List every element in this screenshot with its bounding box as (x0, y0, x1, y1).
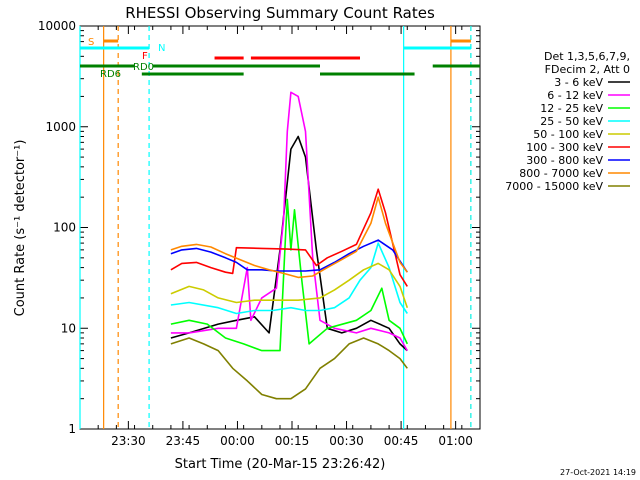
legend-header: Det 1,3,5,6,7,9, (544, 50, 630, 63)
series-line-7 (170, 196, 408, 279)
series-line-3 (170, 242, 408, 315)
x-axis: 23:30 23:45 00:00 00:15 00:30 00:45 01:00 (79, 26, 481, 448)
x-tick-label: 00:00 (220, 434, 255, 448)
legend-entry-label: 800 - 7000 keV (519, 167, 603, 180)
legend-entry-label: 50 - 100 keV (533, 128, 603, 141)
flag-label-saa: S (88, 37, 94, 48)
flag-label-night: N (158, 43, 165, 54)
flag-label-rd0: RD0 (133, 62, 154, 73)
x-tick-label: 01:00 (438, 434, 473, 448)
x-tick-label: 23:30 (111, 434, 146, 448)
x-tick-label: 23:45 (166, 434, 201, 448)
y-tick-label: 1 (68, 422, 76, 436)
series-line-8 (170, 337, 408, 400)
y-axis-label: Count Rate (s⁻¹ detector⁻¹) (13, 140, 28, 317)
legend-entry-label: 25 - 50 keV (540, 115, 603, 128)
chart-title: RHESSI Observing Summary Count Rates (125, 4, 435, 22)
series-line-1 (170, 91, 408, 352)
legend-header: FDecim 2, Att 0 (545, 63, 630, 76)
legend-entry-label: 3 - 6 keV (554, 76, 603, 89)
x-tick-label: 00:45 (384, 434, 419, 448)
series-line-5 (170, 188, 408, 287)
series-line-6 (170, 239, 408, 273)
flag-label-rd6: RD6 (100, 69, 121, 80)
series-line-4 (170, 262, 409, 308)
y-tick-label: 10000 (38, 19, 76, 33)
y-axis: 1 10 100 1000 10000 (38, 19, 480, 436)
series-line-0 (170, 135, 408, 352)
y-tick-label: 100 (53, 221, 76, 235)
legend-entry-label: 6 - 12 keV (547, 89, 603, 102)
x-tick-label: 00:30 (329, 434, 364, 448)
footer-timestamp: 27-Oct-2021 14:19 (560, 468, 636, 477)
legend: Det 1,3,5,6,7,9,FDecim 2, Att 03 - 6 keV… (505, 50, 630, 193)
legend-entry-label: 12 - 25 keV (540, 102, 603, 115)
legend-entry-label: 100 - 300 keV (526, 141, 603, 154)
legend-entry-label: 7000 - 15000 keV (505, 180, 603, 193)
series-line-2 (170, 198, 409, 352)
x-tick-label: 00:15 (275, 434, 310, 448)
flag-label-flare: F (142, 51, 148, 62)
series-lines (170, 91, 409, 400)
y-tick-label: 10 (61, 321, 76, 335)
plot-frame (79, 25, 481, 430)
x-axis-label: Start Time (20-Mar-15 23:26:42) (175, 457, 386, 472)
legend-entry-label: 300 - 800 keV (526, 154, 603, 167)
y-tick-label: 1000 (45, 120, 76, 134)
